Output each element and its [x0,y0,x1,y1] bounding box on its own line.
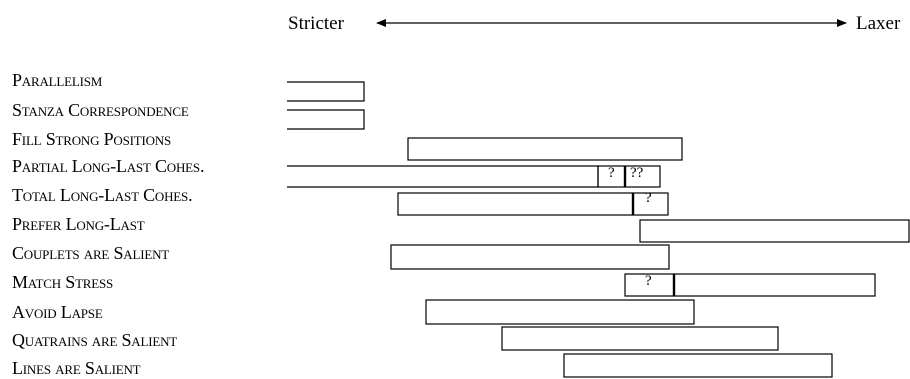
stricter-label: Stricter [288,13,344,34]
bar-prefer-long-last [639,219,910,243]
bar-total-long-last-cohesion [397,192,634,216]
bar-stanza-correspondence [287,109,365,130]
label-total-long-last-cohesion: Total Long-Last Cohes. [12,185,193,205]
uncertainty-mark-total: ? [645,190,652,206]
bar-quatrains-are-salient [501,326,779,351]
bar-match-stress [673,273,876,297]
bar-avoid-lapse [425,299,695,325]
uncertainty-mark-match-stress: ? [645,273,652,289]
label-parallelism: Parallelism [12,70,103,90]
label-stanza-correspondence: Stanza Correspondence [12,100,189,120]
label-match-stress: Match Stress [12,272,114,292]
uncertainty-mark-partial-a: ? [608,165,615,181]
label-avoid-lapse: Avoid Lapse [12,302,103,322]
label-quatrains-are-salient: Quatrains are Salient [12,330,178,350]
bar-partial-long-last-cohesion [287,165,599,188]
bar-fill-strong-positions [407,137,683,161]
bar-parallelism [287,81,365,102]
bar-lines-are-salient [563,353,833,378]
label-lines-are-salient: Lines are Salient [12,358,141,378]
bar-couplets-are-salient [390,244,670,270]
label-fill-strong-positions: Fill Strong Positions [12,129,172,149]
label-prefer-long-last: Prefer Long-Last [12,214,145,234]
laxer-label: Laxer [856,13,901,34]
label-partial-long-last-cohesion: Partial Long-Last Cohes. [12,156,205,176]
uncertainty-mark-partial-b: ?? [630,165,644,181]
label-couplets-are-salient: Couplets are Salient [12,243,170,263]
